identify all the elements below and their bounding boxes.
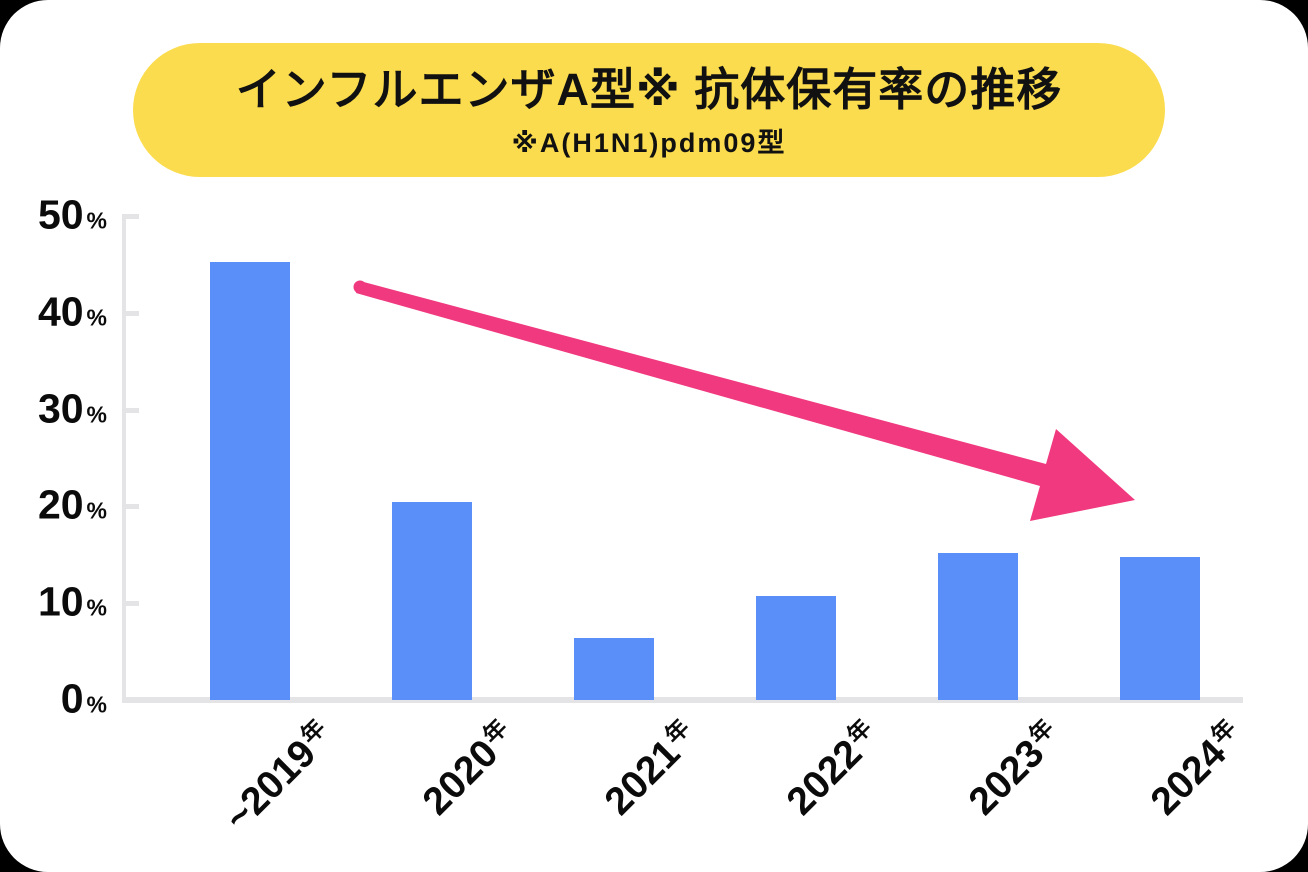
bar-slot: 2024年 [1120, 216, 1240, 823]
y-tick-label: 30% [38, 385, 107, 432]
title-banner: インフルエンザA型※ 抗体保有率の推移 ※A(H1N1)pdm09型 [133, 43, 1165, 177]
y-tick-label: 0% [61, 676, 107, 723]
y-tick-label: 40% [38, 288, 107, 335]
y-tick-unit: % [86, 304, 107, 331]
y-axis-line [122, 214, 126, 703]
x-tick-label: 2020年 [415, 714, 525, 824]
bar [210, 261, 290, 700]
y-tick-mark [126, 504, 139, 510]
y-tick-mark [126, 310, 139, 316]
x-tick-label: 2021年 [597, 714, 707, 824]
bar [1120, 556, 1200, 700]
y-tick-mark [126, 601, 139, 607]
y-tick-value: 30 [37, 385, 84, 432]
plot-area: ~2019年 2020年 2021年 2022年 2023年 2024年 [124, 216, 1243, 840]
bar-slot: 2020年 [392, 216, 512, 823]
y-tick-value: 10 [37, 578, 84, 625]
y-tick-unit: % [86, 594, 107, 621]
bar-slot: 2021年 [574, 216, 694, 823]
bar-slot: 2023年 [938, 216, 1058, 823]
y-tick-mark [126, 407, 139, 413]
y-tick-label: 10% [38, 579, 107, 626]
chart-subtitle: ※A(H1N1)pdm09型 [511, 127, 787, 158]
x-axis-baseline [122, 697, 1243, 703]
y-tick-value: 50 [37, 191, 84, 238]
y-tick-label: 50% [38, 192, 107, 239]
y-tick-unit: % [86, 691, 107, 718]
x-tick-year: ~2019 [216, 731, 325, 840]
bar [938, 552, 1018, 700]
x-tick-label: 2024年 [1143, 714, 1253, 824]
y-tick-value: 20 [37, 481, 84, 528]
bar-slot: ~2019年 [210, 216, 330, 840]
chart-title: インフルエンザA型※ 抗体保有率の推移 [235, 64, 1063, 115]
y-tick-mark [126, 214, 139, 219]
x-tick-label: 2022年 [779, 714, 889, 824]
y-tick-unit: % [86, 207, 107, 234]
y-tick-unit: % [86, 401, 107, 428]
y-axis-labels: 50% 40% 30% 20% 10% 0% [0, 192, 107, 722]
x-tick-label: ~2019年 [217, 714, 343, 840]
y-tick-value: 0 [60, 675, 84, 722]
bar [392, 501, 472, 700]
bar [574, 638, 654, 700]
bar [756, 596, 836, 700]
x-tick-label: 2023年 [961, 714, 1071, 824]
y-tick-label: 20% [38, 482, 107, 529]
y-tick-unit: % [86, 497, 107, 524]
bar-slot: 2022年 [756, 216, 876, 823]
y-tick-value: 40 [37, 288, 84, 335]
